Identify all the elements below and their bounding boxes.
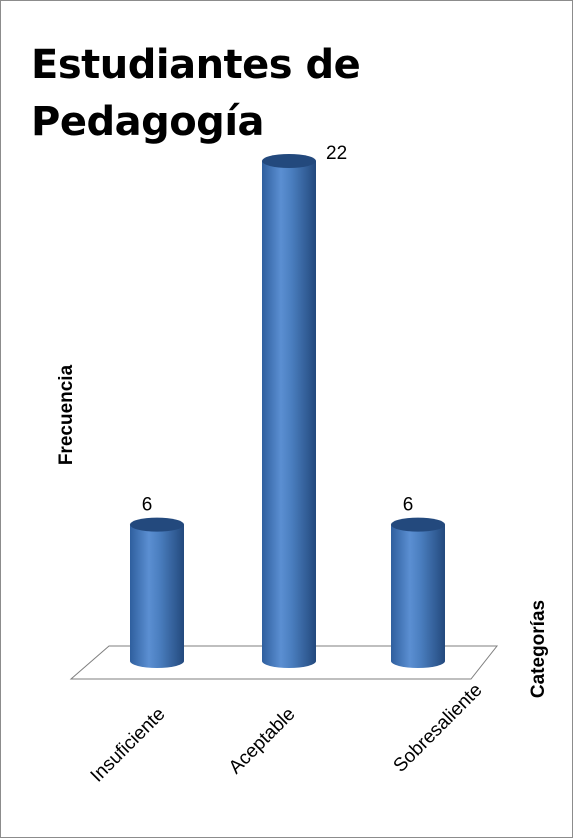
data-label: 6 <box>403 495 414 516</box>
bar-sobresaliente <box>391 517 445 668</box>
tick-label: Insuficiente <box>87 704 170 787</box>
bar-insuficiente <box>130 517 184 668</box>
tick-labels-group: Insuficiente Aceptable Sobresaliente <box>87 680 487 787</box>
bars-group <box>130 154 445 668</box>
chart-title: Estudiantes de Pedagogía <box>31 42 361 145</box>
tick-label: Sobresaliente <box>390 680 487 777</box>
data-labels-group: 6 22 6 <box>142 143 414 516</box>
bar-aceptable <box>262 154 316 668</box>
data-label: 6 <box>142 495 153 516</box>
tick-label: Aceptable <box>225 704 300 779</box>
data-label: 22 <box>326 143 347 164</box>
